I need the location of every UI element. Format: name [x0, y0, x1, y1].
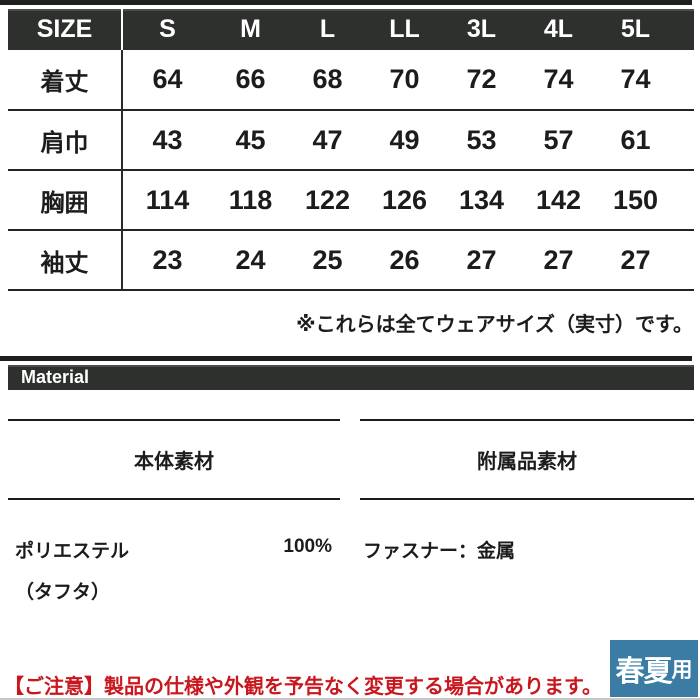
- size-table-header-row: SIZE S M L LL 3L 4L 5L: [8, 9, 694, 50]
- material-detail-accessory: ファスナー：金属: [360, 536, 694, 563]
- cell-filler: [674, 170, 694, 230]
- season-badge-main-text: 春夏: [615, 655, 672, 688]
- cell-filler: [674, 110, 694, 170]
- cell-value: 66: [235, 64, 266, 94]
- header-cell-3l: 3L: [443, 9, 520, 50]
- cell-value: 27: [543, 244, 574, 275]
- cell-value: 49: [389, 124, 420, 155]
- season-badge: 春夏 用: [610, 640, 698, 697]
- table-row-sleeve-length: 袖丈 23 24 25 26 27 27 27: [8, 230, 694, 290]
- header-cell-s: S: [121, 9, 212, 50]
- cell-value: 118: [228, 184, 273, 215]
- cell-value: 23: [121, 230, 212, 290]
- cell-value: 25: [312, 244, 343, 275]
- material-detail-main: ポリエステル 100% （タフタ）: [8, 536, 340, 604]
- header-cell-ll: LL: [366, 9, 443, 50]
- header-cell-4l: 4L: [520, 9, 597, 50]
- row-label-body-length: 着丈: [40, 69, 89, 96]
- cell-value: 134: [458, 184, 505, 215]
- material-line: ファスナー：金属: [363, 536, 694, 563]
- cell-value: 122: [304, 184, 351, 215]
- cell-value: 61: [620, 124, 651, 155]
- cell-value: 57: [543, 124, 574, 155]
- cell-value: 74: [543, 64, 574, 94]
- cell-value: 26: [389, 244, 420, 275]
- season-badge-suffix-text: 用: [671, 658, 693, 682]
- cell-value: 150: [612, 184, 659, 215]
- material-column-header-accessory: 附属品素材: [360, 419, 694, 500]
- row-label-sleeve-length: 袖丈: [40, 249, 89, 277]
- material-bar-top-strip: [0, 356, 692, 361]
- cell-value: 142: [535, 184, 582, 215]
- cell-value: 27: [466, 244, 497, 275]
- cell-value: 126: [381, 184, 428, 215]
- material-column-header-main: 本体素材: [8, 419, 340, 500]
- cell-value: 72: [466, 64, 497, 94]
- table-row-shoulder-width: 肩巾 43 45 47 49 53 57 61: [8, 110, 694, 170]
- material-name: ファスナー：金属: [363, 541, 516, 562]
- cell-value: 68: [312, 64, 343, 94]
- row-label-chest: 胸囲: [40, 189, 89, 217]
- table-row-chest: 胸囲 114 118 122 126 134 142 150: [8, 170, 694, 230]
- material-name: （タフタ）: [15, 582, 111, 603]
- row-label-shoulder-width: 肩巾: [40, 129, 89, 157]
- caution-notice: 【ご注意】製品の仕様や外観を予告なく変更する場合があります。: [4, 676, 602, 698]
- material-name: ポリエステル: [15, 541, 130, 562]
- size-table: SIZE S M L LL 3L 4L 5L 着丈 64 66 68 70 72…: [8, 9, 694, 291]
- header-cell-size: SIZE: [8, 9, 122, 50]
- cell-value: 47: [312, 124, 343, 155]
- table-row-body-length: 着丈 64 66 68 70 72 74 74: [8, 50, 694, 110]
- cell-value: 43: [121, 110, 212, 170]
- header-cell-m: M: [212, 9, 289, 50]
- header-cell-5l: 5L: [597, 9, 674, 50]
- header-cell-l: L: [289, 9, 366, 50]
- cell-value: 45: [235, 124, 266, 155]
- cell-value: 70: [389, 64, 420, 94]
- cell-filler: [674, 50, 694, 110]
- cell-value: 24: [235, 244, 266, 275]
- cell-value: 114: [121, 170, 212, 230]
- cell-value: 53: [466, 124, 497, 155]
- size-bar-top-strip: [0, 0, 692, 5]
- cell-value: 27: [620, 244, 651, 275]
- material-line: ポリエステル 100%: [8, 536, 340, 563]
- material-line: （タフタ）: [8, 577, 340, 604]
- cell-value: 74: [620, 64, 651, 94]
- header-cell-filler: [674, 9, 694, 50]
- bottom-divider: [0, 698, 700, 700]
- material-section-title: Material: [8, 365, 694, 390]
- cell-value: 64: [121, 50, 212, 110]
- material-percentage: 100%: [283, 536, 332, 557]
- wear-size-note: ※これらは全てウェアサイズ（実寸）です。: [296, 314, 693, 336]
- cell-filler: [674, 230, 694, 290]
